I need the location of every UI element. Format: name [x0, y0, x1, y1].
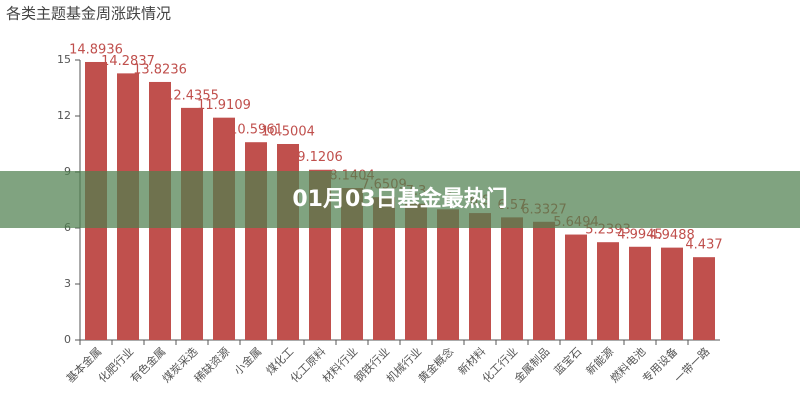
y-tick-label: 0	[64, 333, 71, 346]
bar	[501, 217, 523, 340]
x-tick-label: 小金属	[231, 344, 264, 377]
banner-band	[0, 171, 800, 228]
bar	[565, 234, 587, 340]
y-tick-label: 15	[57, 53, 71, 66]
data-label: 13.8236	[133, 62, 187, 77]
chart-title: 各类主题基金周涨跌情况	[6, 5, 171, 23]
bar	[661, 247, 683, 340]
bar	[213, 117, 235, 340]
data-label: 10.5004	[261, 124, 315, 139]
y-tick-label: 12	[57, 109, 71, 122]
x-tick-label: 稀缺资源	[191, 344, 232, 385]
bar	[597, 242, 619, 340]
bar	[693, 257, 715, 340]
bar	[437, 209, 459, 340]
bar	[373, 197, 395, 340]
banner-title: 01月03日基金最热门	[292, 186, 507, 212]
data-label: 14.8936	[69, 42, 123, 57]
y-tick-label: 3	[64, 277, 71, 290]
bar	[469, 213, 491, 340]
data-label: 11.9109	[197, 98, 251, 113]
data-label: 9.1206	[297, 150, 343, 165]
bar	[533, 221, 555, 340]
data-label: 14.2837	[101, 54, 155, 69]
x-tick-label: 蓝宝石	[551, 344, 584, 377]
bar	[629, 246, 651, 340]
data-label: 4.9945	[617, 227, 663, 242]
data-label: 4.9488	[649, 228, 695, 243]
x-tick-label: 黄金概念	[415, 344, 456, 385]
data-label: 12.4355	[165, 88, 219, 103]
x-tick-label: 一带一路	[672, 345, 712, 385]
x-tick-label: 金属制品	[511, 344, 552, 385]
data-label: 4.437	[685, 238, 722, 253]
bar	[405, 203, 427, 340]
data-label: 10.5961	[229, 123, 283, 138]
